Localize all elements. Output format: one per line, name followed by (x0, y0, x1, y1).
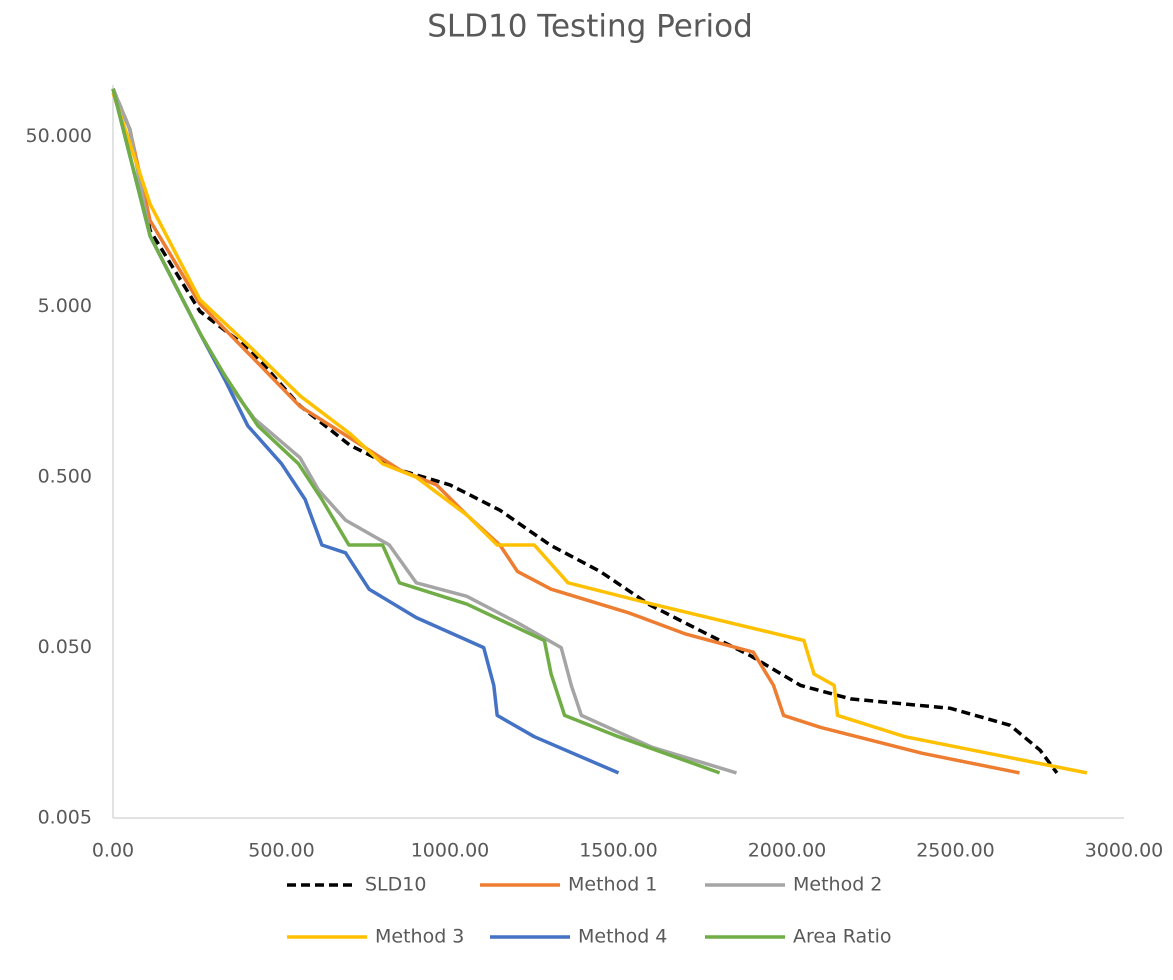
x-tick-label: 2500.00 (916, 840, 995, 862)
legend-label: Method 1 (568, 874, 657, 896)
y-tick-label: 0.500 (38, 466, 92, 488)
y-tick-label: 0.050 (38, 636, 92, 658)
y-tick-label: 50.000 (26, 125, 92, 147)
line-series (111, 88, 738, 775)
x-tick-label: 2000.00 (748, 840, 827, 862)
x-tick-label: 1500.00 (579, 840, 658, 862)
x-tick-label: 1000.00 (411, 840, 490, 862)
x-tick-label: 3000.00 (1085, 840, 1164, 862)
legend-label: Method 3 (375, 926, 464, 948)
line-series (111, 88, 721, 775)
x-tick-label: 0.00 (92, 840, 134, 862)
legend-label: Area Ratio (793, 926, 892, 948)
x-tick-label: 500.00 (248, 840, 314, 862)
line-series (111, 92, 1088, 775)
line-series (111, 88, 620, 775)
legend-label: SLD10 (365, 874, 426, 896)
y-tick-label: 0.005 (38, 807, 92, 829)
legend-label: Method 4 (578, 926, 667, 948)
legend-label: Method 2 (793, 874, 882, 896)
y-tick-label: 5.000 (38, 295, 92, 317)
chart-title: SLD10 Testing Period (427, 9, 753, 45)
